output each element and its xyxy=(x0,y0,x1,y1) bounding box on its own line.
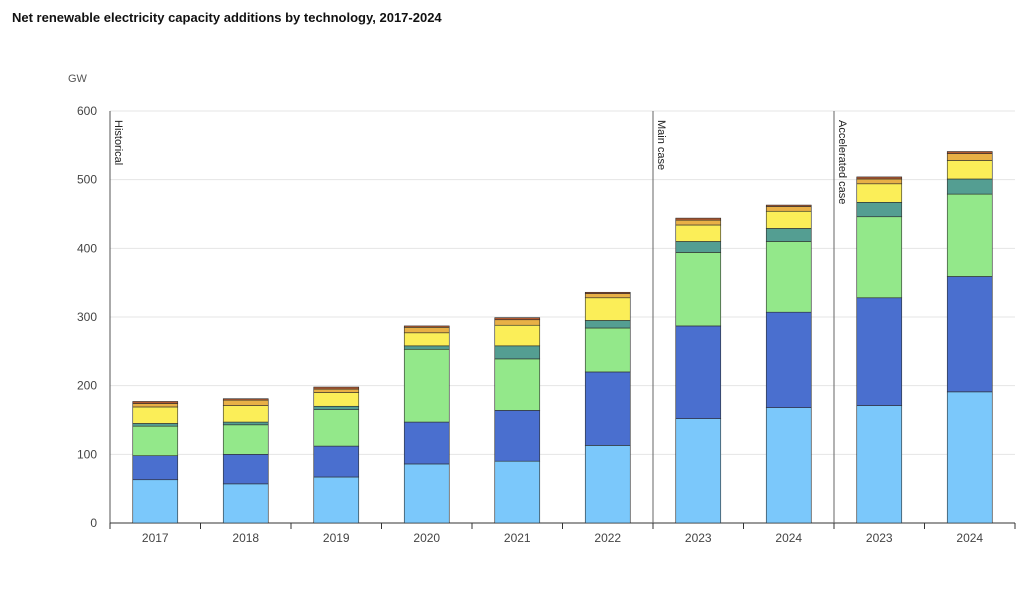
y-tick-label: 400 xyxy=(77,241,97,255)
x-tick-label: 2018 xyxy=(232,531,259,545)
bar-segment xyxy=(222,454,269,485)
y-tick-label: 100 xyxy=(77,447,97,461)
bar-segment xyxy=(313,409,360,447)
bar-segment xyxy=(856,176,903,180)
bar-segment xyxy=(765,206,812,212)
bar-segment xyxy=(403,348,450,423)
bar-segment xyxy=(856,178,903,185)
bar-segment xyxy=(584,293,631,299)
bar-segment xyxy=(313,386,360,390)
bar-segment xyxy=(675,217,722,221)
bar-segment xyxy=(132,401,179,404)
bar-segment xyxy=(132,455,179,481)
bar-segment xyxy=(584,291,631,294)
bar-segment xyxy=(765,210,812,229)
x-tick-label: 2022 xyxy=(594,531,621,545)
y-tick-label: 500 xyxy=(77,173,97,187)
bar-segment xyxy=(494,358,541,411)
bar-segment xyxy=(494,460,541,524)
bar-segment xyxy=(856,202,903,218)
y-tick-label: 300 xyxy=(77,310,97,324)
bar-segment xyxy=(222,483,269,524)
x-tick-label: 2020 xyxy=(413,531,440,545)
bar-segment xyxy=(132,479,179,524)
bar-segment xyxy=(403,463,450,524)
bar-segment xyxy=(584,445,631,524)
bar-segment xyxy=(222,398,269,401)
bar-segment xyxy=(494,324,541,347)
bar-segment xyxy=(222,405,269,423)
bar-segment xyxy=(946,193,993,277)
y-tick-label: 0 xyxy=(90,516,97,530)
bar-segment xyxy=(494,410,541,462)
bar-segment xyxy=(946,151,993,154)
bar-segment xyxy=(675,325,722,419)
bar-segment xyxy=(946,153,993,161)
bar-segment xyxy=(132,406,179,424)
x-tick-label: 2023 xyxy=(685,531,712,545)
bar-segment xyxy=(856,216,903,299)
bar-segment xyxy=(675,241,722,253)
bar-segment xyxy=(765,204,812,207)
bar-segment xyxy=(675,252,722,327)
bar-segment xyxy=(856,405,903,524)
section-label: Historical xyxy=(112,120,124,165)
bar-segment xyxy=(313,392,360,407)
bar-segment xyxy=(132,425,179,457)
bar-segment xyxy=(675,219,722,226)
bar-segment xyxy=(403,345,450,350)
bar-segment xyxy=(132,423,179,427)
chart-title: Net renewable electricity capacity addit… xyxy=(12,10,442,25)
bar-segment xyxy=(494,345,541,360)
y-tick-label: 200 xyxy=(77,379,97,393)
bar-segment xyxy=(765,241,812,313)
bar-segment xyxy=(403,325,450,328)
x-tick-label: 2019 xyxy=(323,531,350,545)
bar-segment xyxy=(584,320,631,329)
section-label: Accelerated case xyxy=(836,120,848,204)
y-tick-label: 600 xyxy=(77,104,97,118)
bar-segment xyxy=(856,297,903,406)
x-tick-label: 2024 xyxy=(956,531,983,545)
bar-segment xyxy=(222,424,269,455)
bar-segment xyxy=(765,228,812,242)
bar-segment xyxy=(313,445,360,478)
bar-segment xyxy=(222,399,269,406)
bar-segment xyxy=(494,319,541,326)
bar-segment xyxy=(856,183,903,203)
bar-segment xyxy=(584,371,631,446)
bar-segment xyxy=(946,391,993,524)
bar-segment xyxy=(313,388,360,393)
bar-segment xyxy=(494,317,541,321)
bar-segment xyxy=(675,224,722,242)
bar-segment xyxy=(313,476,360,524)
x-tick-label: 2017 xyxy=(142,531,169,545)
bar-segment xyxy=(765,311,812,408)
bar-segment xyxy=(675,418,722,524)
bar-segment xyxy=(222,421,269,426)
section-label: Main case xyxy=(655,120,667,170)
bar-segment xyxy=(313,405,360,410)
bar-segment xyxy=(946,160,993,180)
bar-segment xyxy=(946,276,993,393)
bar-segment xyxy=(403,421,450,465)
bar-segment xyxy=(584,327,631,373)
bar-segment xyxy=(403,332,450,347)
x-tick-label: 2021 xyxy=(504,531,531,545)
bar-segment xyxy=(132,403,179,408)
x-tick-label: 2023 xyxy=(866,531,893,545)
bar-segment xyxy=(584,297,631,321)
bar-segment xyxy=(946,178,993,195)
y-axis-unit: GW xyxy=(68,73,88,85)
bar-segment xyxy=(403,326,450,334)
bar-segment xyxy=(765,407,812,524)
x-tick-label: 2024 xyxy=(775,531,802,545)
